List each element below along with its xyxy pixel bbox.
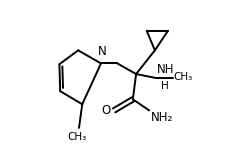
Text: O: O [101, 104, 110, 117]
Text: NH₂: NH₂ [150, 111, 172, 124]
Text: H: H [160, 81, 168, 91]
Text: NH: NH [156, 63, 174, 77]
Text: N: N [98, 45, 106, 58]
Text: CH₃: CH₃ [68, 132, 87, 142]
Text: CH₃: CH₃ [173, 72, 192, 82]
